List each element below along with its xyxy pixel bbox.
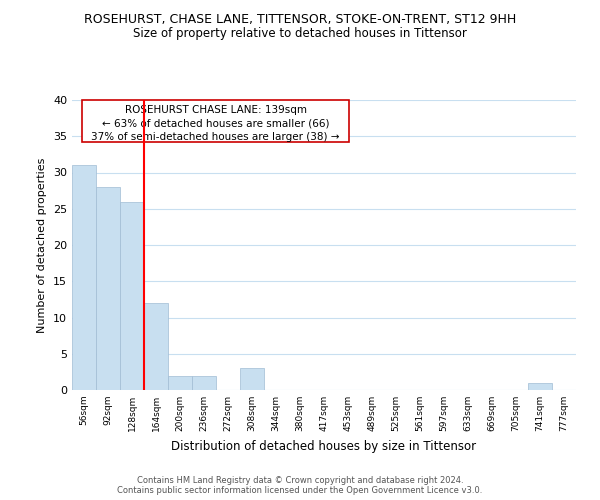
X-axis label: Distribution of detached houses by size in Tittensor: Distribution of detached houses by size … <box>172 440 476 452</box>
Text: Size of property relative to detached houses in Tittensor: Size of property relative to detached ho… <box>133 28 467 40</box>
Bar <box>72 165 96 390</box>
Bar <box>240 368 264 390</box>
Text: ← 63% of detached houses are smaller (66): ← 63% of detached houses are smaller (66… <box>102 118 329 128</box>
Bar <box>168 376 192 390</box>
Y-axis label: Number of detached properties: Number of detached properties <box>37 158 47 332</box>
Bar <box>144 303 168 390</box>
Bar <box>192 376 216 390</box>
Text: ROSEHURST CHASE LANE: 139sqm: ROSEHURST CHASE LANE: 139sqm <box>125 105 307 115</box>
FancyBboxPatch shape <box>82 100 349 142</box>
Bar <box>528 383 552 390</box>
Text: 37% of semi-detached houses are larger (38) →: 37% of semi-detached houses are larger (… <box>91 132 340 141</box>
Text: Contains HM Land Registry data © Crown copyright and database right 2024.
Contai: Contains HM Land Registry data © Crown c… <box>118 476 482 495</box>
Bar <box>96 187 120 390</box>
Text: ROSEHURST, CHASE LANE, TITTENSOR, STOKE-ON-TRENT, ST12 9HH: ROSEHURST, CHASE LANE, TITTENSOR, STOKE-… <box>84 12 516 26</box>
Bar <box>120 202 144 390</box>
